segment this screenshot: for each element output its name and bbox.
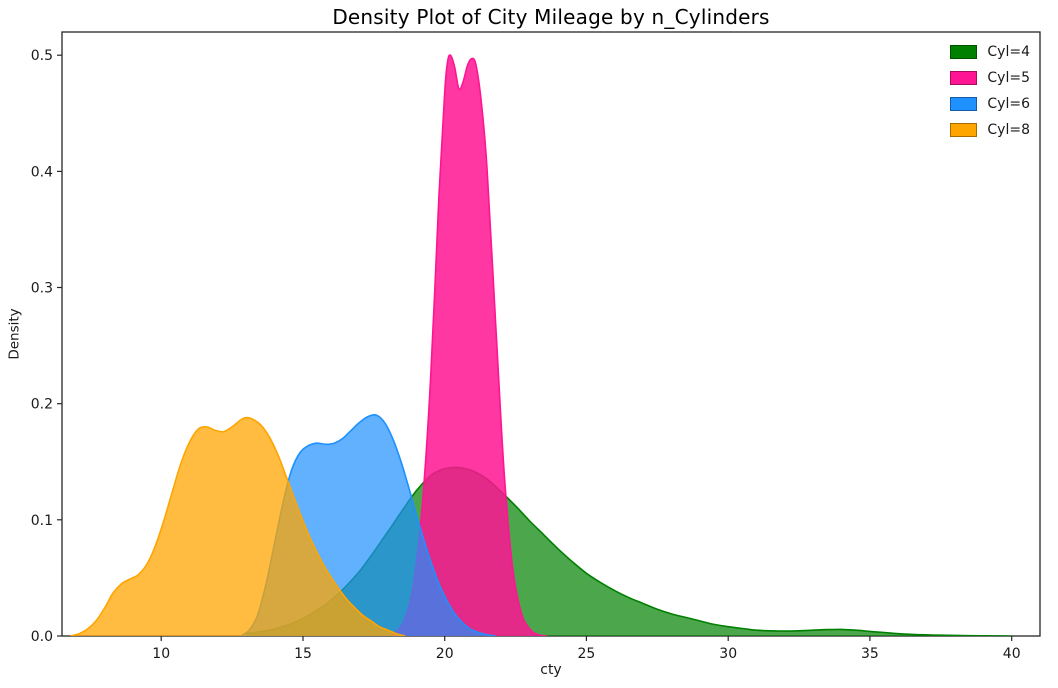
x-tick-label: 15 — [294, 646, 312, 662]
legend-swatch-cyl-8 — [950, 123, 978, 137]
legend-swatch-cyl-5 — [950, 71, 978, 85]
legend-label: Cyl=6 — [987, 96, 1030, 112]
series-group — [70, 54, 1012, 636]
x-tick-label: 40 — [1003, 646, 1021, 662]
y-tick-label: 0.4 — [31, 164, 53, 180]
x-tick-label: 30 — [719, 646, 737, 662]
x-axis-label: cty — [540, 662, 562, 678]
x-tick-label: 20 — [436, 646, 454, 662]
legend-label: Cyl=4 — [987, 44, 1030, 60]
x-tick-label: 10 — [152, 646, 170, 662]
legend-item-cyl-8: Cyl=8 — [950, 122, 1030, 138]
legend-item-cyl-6: Cyl=6 — [950, 96, 1030, 112]
x-axis-label-wrap: cty — [62, 662, 1040, 678]
x-tick-label: 35 — [861, 646, 879, 662]
chart-title: Density Plot of City Mileage by n_Cylind… — [332, 5, 770, 29]
legend-swatch-cyl-4 — [950, 45, 978, 59]
density-line-cyl-5 — [387, 54, 547, 636]
legend: Cyl=4 Cyl=5 Cyl=6 Cyl=8 — [950, 44, 1030, 138]
x-tick-label: 25 — [577, 646, 595, 662]
density-area-cyl-5 — [388, 55, 547, 636]
y-tick-label: 0.0 — [31, 629, 53, 645]
y-tick-label: 0.5 — [31, 48, 53, 64]
legend-item-cyl-5: Cyl=5 — [950, 70, 1030, 86]
legend-label: Cyl=8 — [987, 122, 1030, 138]
legend-swatch-cyl-6 — [950, 97, 978, 111]
legend-label: Cyl=5 — [987, 70, 1030, 86]
legend-item-cyl-4: Cyl=4 — [950, 44, 1030, 60]
y-tick-label: 0.3 — [31, 281, 53, 297]
density-line-cyl-8 — [70, 416, 406, 636]
y-tick-label: 0.1 — [31, 513, 53, 529]
y-tick-label: 0.2 — [31, 397, 53, 413]
density-area-cyl-8 — [70, 417, 405, 636]
